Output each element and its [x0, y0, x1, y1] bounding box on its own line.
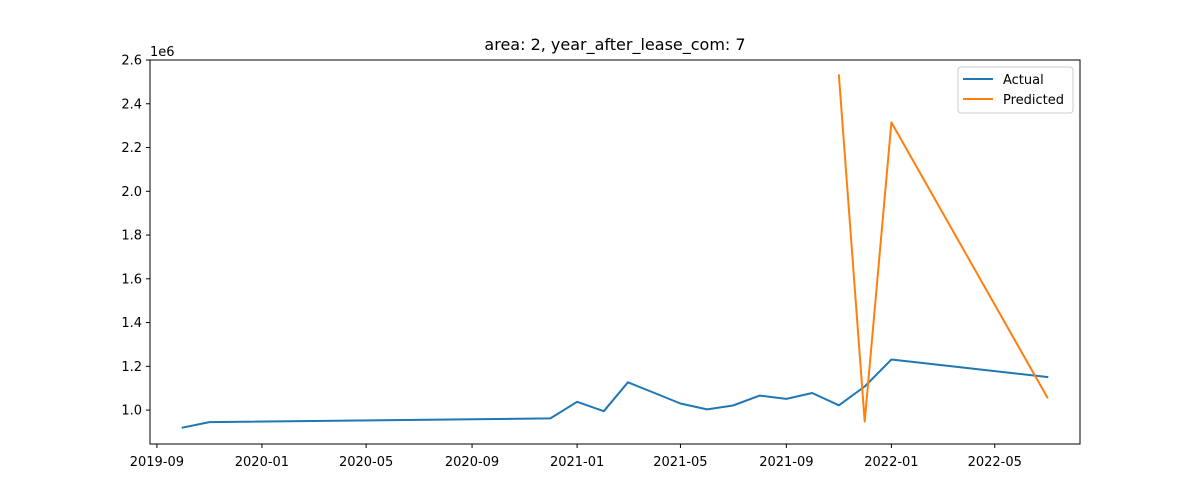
legend-label-actual: Actual [1003, 73, 1044, 88]
x-tick-label: 2020-09 [445, 455, 499, 470]
x-tick-label: 2021-09 [759, 455, 813, 470]
y-tick-label: 2.4 [121, 97, 142, 112]
x-tick-label: 2019-09 [130, 455, 184, 470]
y-tick-label: 2.0 [121, 185, 142, 200]
y-axis: 1.0 1.2 1.4 1.6 1.8 2.0 2.2 2.4 2.6 [121, 54, 150, 419]
y-tick-label: 1.0 [121, 404, 142, 419]
plot-area [149, 59, 1081, 445]
y-tick-label: 1.2 [121, 360, 142, 375]
y-tick-label: 2.6 [121, 54, 142, 69]
legend-label-predicted: Predicted [1003, 93, 1064, 108]
x-tick-label: 2020-01 [235, 455, 289, 470]
y-offset-label: 1e6 [150, 45, 175, 60]
series-line-actual [181, 358, 1049, 429]
series-layer [181, 74, 1049, 429]
y-tick-label: 1.8 [121, 229, 142, 244]
series-line-predicted [837, 74, 1049, 423]
y-tick-label: 1.6 [121, 272, 142, 287]
chart-title: area: 2, year_after_lease_com: 7 [484, 35, 745, 55]
legend[interactable]: Actual Predicted [957, 66, 1074, 114]
y-tick-label: 1.4 [121, 316, 142, 331]
x-tick-label: 2022-01 [864, 455, 918, 470]
x-tick-label: 2021-01 [550, 455, 604, 470]
x-tick-label: 2022-05 [968, 455, 1022, 470]
x-tick-label: 2020-05 [339, 455, 393, 470]
x-axis: 2019-09 2020-01 2020-05 2020-09 2021-01 2021-… [130, 444, 1022, 470]
x-tick-label: 2021-05 [653, 455, 707, 470]
y-tick-label: 2.2 [121, 141, 142, 156]
